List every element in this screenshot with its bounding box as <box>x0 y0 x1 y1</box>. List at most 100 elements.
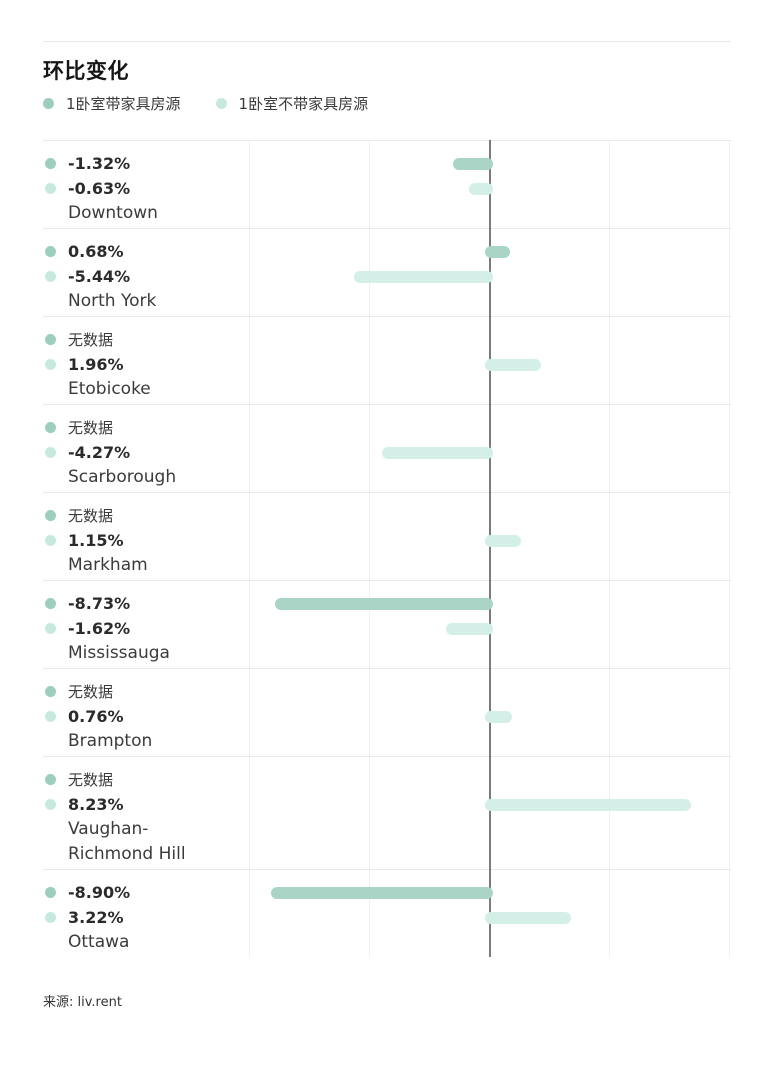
unfurnished-dot-icon <box>45 623 56 634</box>
unfurnished-dot-icon <box>45 912 56 923</box>
chart-row: 无数据 8.23% Vaughan-Richmond Hill <box>43 756 731 869</box>
unfurnished-dot-icon <box>45 447 56 458</box>
unfurnished-bar <box>469 183 494 195</box>
unfurnished-bar <box>382 447 494 459</box>
furnished-dot-icon <box>45 887 56 898</box>
furnished-value-line: 无数据 <box>43 679 731 704</box>
bar-chart: -1.32% -0.63% Downtown 0.68% -5.44% Nort… <box>43 140 731 957</box>
legend-label: 1卧室带家具房源 <box>66 94 181 113</box>
unfurnished-value-line: -5.44% <box>43 264 731 289</box>
unfurnished-value: -4.27% <box>68 443 131 462</box>
furnished-dot-icon <box>45 598 56 609</box>
page-title: 环比变化 <box>43 59 129 83</box>
gridline <box>729 140 730 957</box>
unfurnished-bar <box>445 623 494 635</box>
unfurnished-value-line: 1.15% <box>43 528 731 553</box>
unfurnished-dot-icon <box>215 97 227 109</box>
furnished-value-line: 无数据 <box>43 767 731 792</box>
furnished-value: 无数据 <box>68 419 114 437</box>
top-divider <box>43 41 731 42</box>
chart-row: -8.73% -1.62% Mississauga <box>43 580 731 668</box>
unfurnished-value-line: 3.22% <box>43 905 731 930</box>
unfurnished-dot-icon <box>45 271 56 282</box>
source-caption: 来源: liv.rent <box>43 995 122 1010</box>
furnished-value: -1.32% <box>68 154 131 173</box>
city-line: Etobicoke <box>43 377 731 402</box>
furnished-value: -8.90% <box>68 883 131 902</box>
furnished-dot-icon <box>43 97 54 109</box>
unfurnished-dot-icon <box>45 183 56 194</box>
city-line: Scarborough <box>43 465 731 490</box>
gridline <box>369 140 370 957</box>
legend-item-unfurnished: 1卧室不带家具房源 <box>215 93 369 113</box>
city-line: Mississauga <box>43 641 731 666</box>
furnished-bar <box>452 158 494 170</box>
furnished-value-line: 无数据 <box>43 415 731 440</box>
furnished-dot-icon <box>45 422 56 433</box>
chart-row: 无数据 -4.27% Scarborough <box>43 404 731 492</box>
city-line: North York <box>43 289 731 314</box>
furnished-dot-icon <box>45 774 56 785</box>
legend-label: 1卧室不带家具房源 <box>238 94 369 113</box>
city-line: Downtown <box>43 201 731 226</box>
furnished-value: 无数据 <box>68 507 114 525</box>
unfurnished-bar <box>484 535 522 547</box>
unfurnished-value: 1.96% <box>68 355 124 374</box>
unfurnished-value: 0.76% <box>68 707 124 726</box>
city-line: Brampton <box>43 729 731 754</box>
city-label: Brampton <box>68 731 153 751</box>
unfurnished-value: -1.62% <box>68 619 131 638</box>
furnished-dot-icon <box>45 158 56 169</box>
furnished-bar <box>270 887 494 899</box>
city-line: Markham <box>43 553 731 578</box>
unfurnished-bar <box>353 271 494 283</box>
unfurnished-dot-icon <box>45 799 56 810</box>
city-label: Vaughan-Richmond Hill <box>68 819 186 864</box>
furnished-dot-icon <box>45 686 56 697</box>
unfurnished-bar <box>484 912 571 924</box>
unfurnished-value: 1.15% <box>68 531 124 550</box>
chart-rows: -1.32% -0.63% Downtown 0.68% -5.44% Nort… <box>43 140 731 957</box>
chart-row: 无数据 1.15% Markham <box>43 492 731 580</box>
unfurnished-value: 8.23% <box>68 795 124 814</box>
furnished-value-line: -8.90% <box>43 880 731 905</box>
city-label: Scarborough <box>68 467 177 487</box>
furnished-value: 无数据 <box>68 771 114 789</box>
gridline <box>609 140 610 957</box>
unfurnished-value-line: 0.76% <box>43 704 731 729</box>
chart-legend: 1卧室带家具房源 1卧室不带家具房源 <box>43 93 731 113</box>
unfurnished-dot-icon <box>45 711 56 722</box>
unfurnished-value: 3.22% <box>68 908 124 927</box>
furnished-value: 无数据 <box>68 683 114 701</box>
furnished-value-line: -1.32% <box>43 151 731 176</box>
furnished-value: 0.68% <box>68 242 124 261</box>
report-page: 环比变化 1卧室带家具房源 1卧室不带家具房源 -1.32% -0.63% Do… <box>0 41 774 1010</box>
furnished-bar <box>274 598 494 610</box>
chart-row: 无数据 1.96% Etobicoke <box>43 316 731 404</box>
legend-item-furnished: 1卧室带家具房源 <box>43 93 181 113</box>
furnished-dot-icon <box>45 246 56 257</box>
furnished-value-line: 无数据 <box>43 327 731 352</box>
unfurnished-dot-icon <box>45 535 56 546</box>
city-label: Etobicoke <box>68 379 151 399</box>
furnished-dot-icon <box>45 510 56 521</box>
unfurnished-value: -5.44% <box>68 267 131 286</box>
furnished-value-line: -8.73% <box>43 591 731 616</box>
unfurnished-bar <box>484 711 512 723</box>
furnished-value: -8.73% <box>68 594 131 613</box>
furnished-bar <box>484 246 510 258</box>
unfurnished-value-line: 8.23% <box>43 792 731 817</box>
city-line: Ottawa <box>43 930 731 955</box>
furnished-value-line: 0.68% <box>43 239 731 264</box>
city-line: Vaughan-Richmond Hill <box>43 817 731 867</box>
unfurnished-dot-icon <box>45 359 56 370</box>
unfurnished-value-line: 1.96% <box>43 352 731 377</box>
chart-row: -8.90% 3.22% Ottawa <box>43 869 731 957</box>
city-label: Ottawa <box>68 932 130 952</box>
furnished-dot-icon <box>45 334 56 345</box>
unfurnished-bar <box>484 799 692 811</box>
city-label: Markham <box>68 555 148 575</box>
chart-row: -1.32% -0.63% Downtown <box>43 140 731 228</box>
chart-row: 无数据 0.76% Brampton <box>43 668 731 756</box>
unfurnished-value: -0.63% <box>68 179 131 198</box>
